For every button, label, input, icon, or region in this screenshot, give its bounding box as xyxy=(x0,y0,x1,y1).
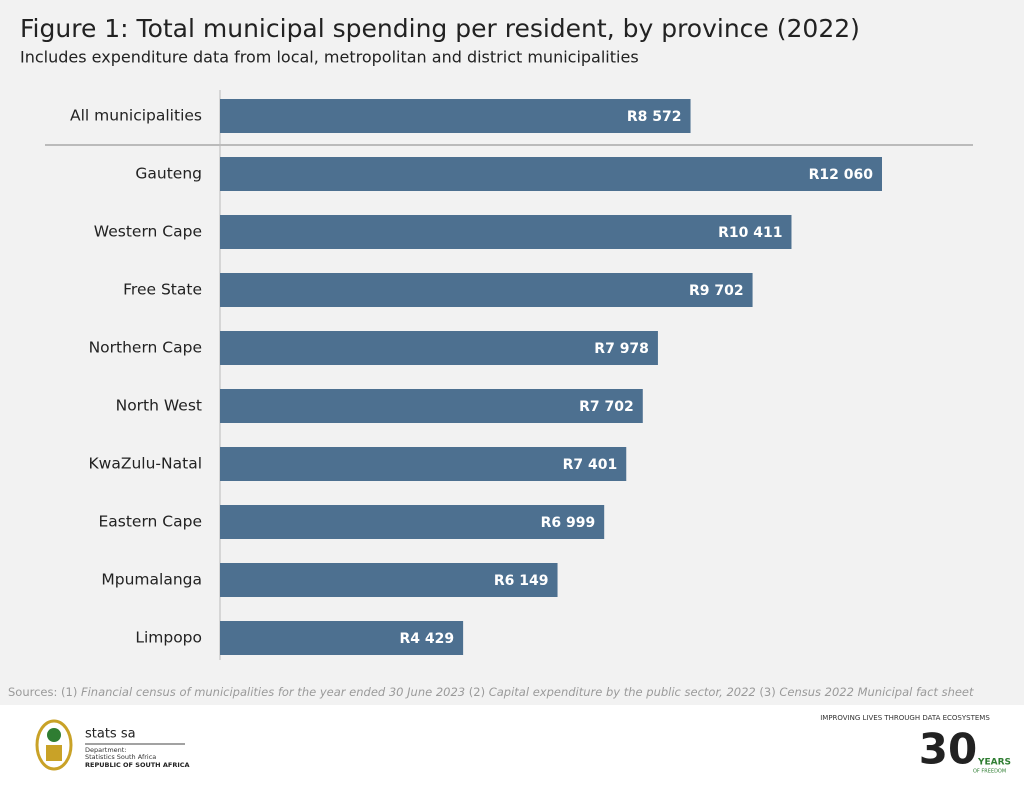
bar xyxy=(220,563,558,597)
anniversary: 30 xyxy=(919,725,977,774)
bar xyxy=(220,389,643,423)
value-label: R6 149 xyxy=(494,573,549,589)
years: YEARS xyxy=(977,758,1011,768)
category-label: All municipalities xyxy=(70,107,202,125)
bar xyxy=(220,157,882,191)
bar xyxy=(220,447,627,481)
brand: stats sa xyxy=(85,727,136,742)
category-label: Eastern Cape xyxy=(98,513,202,531)
chart-subtitle: Includes expenditure data from local, me… xyxy=(20,48,639,67)
country: REPUBLIC OF SOUTH AFRICA xyxy=(85,761,190,769)
category-label: Western Cape xyxy=(94,223,202,241)
source-title: Census 2022 Municipal fact sheet xyxy=(779,685,974,699)
source-title: Financial census of municipalities for t… xyxy=(81,685,465,699)
bar xyxy=(220,505,605,539)
emblem-sun xyxy=(47,728,61,742)
sources-label: Sources: xyxy=(8,685,57,699)
category-label: Mpumalanga xyxy=(101,571,202,589)
bar xyxy=(220,621,464,655)
footer-background xyxy=(0,705,1024,785)
source-number: (3) xyxy=(759,685,775,699)
value-label: R7 401 xyxy=(563,457,618,473)
value-label: R6 999 xyxy=(541,515,596,531)
bar xyxy=(220,215,792,249)
category-label: Gauteng xyxy=(135,165,202,183)
category-label: North West xyxy=(116,397,202,415)
bar xyxy=(220,99,691,133)
source-number: (1) xyxy=(61,685,77,699)
chart-title: Figure 1: Total municipal spending per r… xyxy=(20,14,860,43)
source-number: (2) xyxy=(469,685,485,699)
emblem-shield xyxy=(46,745,62,761)
value-label: R10 411 xyxy=(718,225,782,241)
category-label: KwaZulu-Natal xyxy=(89,455,202,473)
slogan: IMPROVING LIVES THROUGH DATA ECOSYSTEMS xyxy=(820,714,990,722)
bar xyxy=(220,273,753,307)
value-label: R12 060 xyxy=(809,167,874,183)
category-label: Free State xyxy=(123,281,202,299)
bar xyxy=(220,331,658,365)
value-label: R7 702 xyxy=(579,399,634,415)
value-label: R7 978 xyxy=(594,341,649,357)
department: Department: xyxy=(85,746,127,754)
source-title: Capital expenditure by the public sector… xyxy=(489,685,756,699)
value-label: R4 429 xyxy=(399,631,454,647)
agency: Statistics South Africa xyxy=(85,753,156,761)
value-label: R9 702 xyxy=(689,283,744,299)
emblem-ring xyxy=(35,719,73,771)
category-label: Limpopo xyxy=(135,629,202,647)
value-label: R8 572 xyxy=(627,109,682,125)
category-label: Northern Cape xyxy=(89,339,202,357)
emblem xyxy=(35,719,73,771)
freedom: OF FREEDOM xyxy=(973,769,1006,775)
sources: Sources: (1) Financial census of municip… xyxy=(8,685,974,699)
